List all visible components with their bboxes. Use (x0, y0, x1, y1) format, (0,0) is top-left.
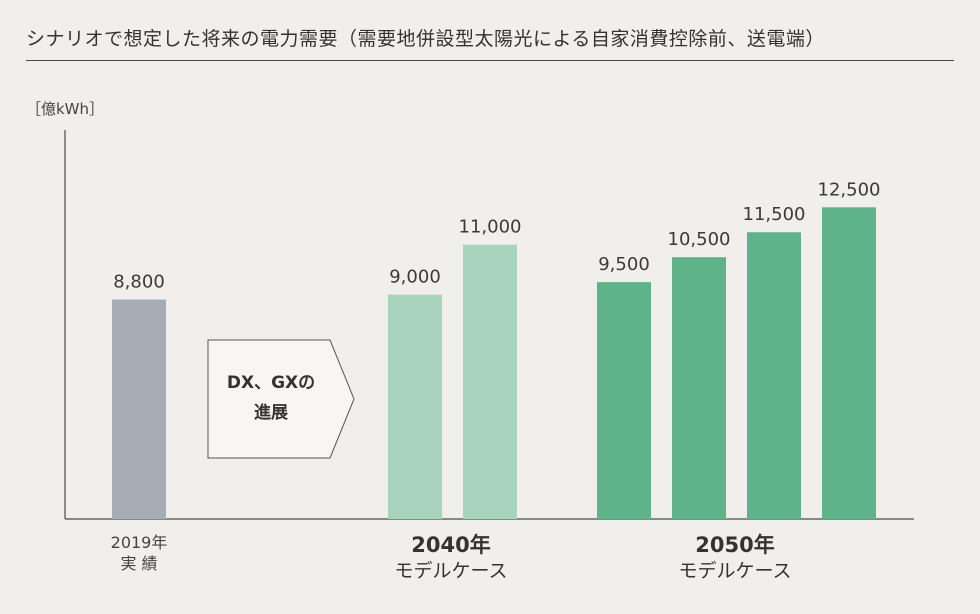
bar-value-label-4: 10,500 (668, 229, 731, 250)
progress-arrow-shape (207, 339, 355, 459)
category-2019-line-2: 実 績 (120, 554, 158, 573)
arrow-line-2: 進展 (254, 403, 288, 423)
chart-title: シナリオで想定した将来の電力需要（需要地併設型太陽光による自家消費控除前、送電端… (26, 28, 825, 50)
bar-2 (463, 244, 517, 519)
category-2019-line-1: 2019年 (110, 533, 168, 552)
bar-4 (672, 257, 726, 519)
bar-3 (597, 282, 651, 519)
bar-value-label-5: 11,500 (743, 204, 806, 225)
y-axis-unit-label: ［億kWh］ (26, 100, 105, 118)
bar-value-label-2: 11,000 (459, 217, 522, 238)
bar-0 (112, 299, 166, 519)
bar-value-label-1: 9,000 (389, 267, 441, 288)
title-divider (26, 60, 954, 61)
category-label-2040: 2040年 モデルケース (394, 532, 507, 584)
bar-value-label-0: 8,800 (113, 272, 165, 293)
category-label-2019: 2019年 実 績 (111, 532, 168, 574)
bar-6 (822, 207, 876, 520)
bar-value-label-6: 12,500 (818, 179, 881, 200)
progress-arrow-label: DX、GXの 進展 (212, 368, 330, 428)
bar-5 (747, 232, 801, 519)
bar-value-label-3: 9,500 (598, 254, 650, 275)
arrow-line-1: DX、GXの (226, 373, 316, 393)
category-2050-line-2: モデルケース (678, 560, 792, 582)
category-2040-line-2: モデルケース (394, 560, 508, 582)
category-2040-line-1: 2040年 (411, 533, 491, 557)
category-2050-line-1: 2050年 (695, 533, 775, 557)
category-label-2050: 2050年 モデルケース (678, 532, 791, 584)
bar-1 (388, 294, 442, 519)
